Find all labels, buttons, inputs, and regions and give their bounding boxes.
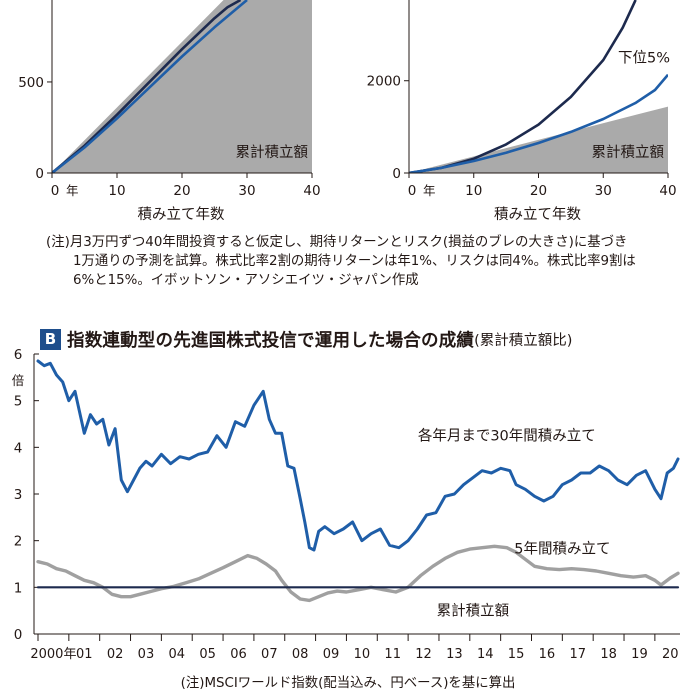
series-label-1: 5年間積み立て bbox=[514, 541, 610, 558]
y-tick-label: 2000 bbox=[367, 74, 401, 90]
y-tick-label: 0 bbox=[392, 166, 401, 182]
panel-b-note: (注)MSCIワールド指数(配当込み、円ベース)を基に算出 bbox=[180, 676, 516, 691]
x-tick-label: 30 bbox=[595, 183, 612, 199]
panel-b-badge: B bbox=[40, 329, 61, 350]
x-tick-label: 20 bbox=[662, 647, 679, 662]
y-unit-label: 倍 bbox=[12, 373, 25, 388]
series-label-0: 各年月まで30年間積み立て bbox=[418, 427, 596, 444]
x-tick-label: 04 bbox=[169, 647, 186, 662]
series-line-1 bbox=[409, 73, 668, 173]
y-tick-label: 0 bbox=[35, 166, 44, 182]
note-a-line-2: 1万通りの予測を試算。株式比率2割の期待リターンは年1%、リスクは同4%。株式比… bbox=[73, 254, 636, 269]
note-a-line-3: 6%と15%。イボットソン・アソシエイツ・ジャパン作成 bbox=[73, 273, 419, 288]
y-tick-label: 0 bbox=[14, 627, 23, 643]
x-tick-label: 10 bbox=[354, 647, 371, 662]
x-tick-label: 40 bbox=[659, 183, 676, 199]
x-tick-label: 20 bbox=[530, 183, 547, 199]
cumulative-area bbox=[409, 106, 668, 173]
area-label: 累計積立額 bbox=[236, 144, 309, 161]
area-label: 累計積立額 bbox=[592, 144, 665, 161]
y-tick-label: 6 bbox=[14, 347, 23, 363]
y-tick-label: 4 bbox=[14, 440, 23, 456]
x-tick-label: 17 bbox=[569, 647, 586, 662]
x-tick-label: 40 bbox=[303, 183, 320, 199]
x-tick-label: 0 bbox=[408, 183, 417, 199]
x-tick-suffix: 年 bbox=[423, 183, 436, 198]
x-tick-label: 05 bbox=[199, 647, 216, 662]
x-tick-label: 01 bbox=[76, 647, 93, 662]
x-tick-label: 18 bbox=[600, 647, 617, 662]
x-tick-label: 10 bbox=[108, 183, 125, 199]
x-tick-label: 14 bbox=[477, 647, 494, 662]
x-tick-label: 0 bbox=[51, 183, 60, 199]
x-tick-label: 07 bbox=[261, 647, 278, 662]
y-tick-label: 1 bbox=[14, 580, 23, 596]
panel-b-subtitle: (累計積立額比) bbox=[474, 333, 573, 349]
x-tick-label: 15 bbox=[508, 647, 525, 662]
note-a-line-1: (注)月3万円ずつ40年間投資すると仮定し、期待リターンとリスク(損益のブレの大… bbox=[46, 235, 628, 250]
x-axis-label: 積み立て年数 bbox=[138, 206, 225, 223]
x-tick-label: 10 bbox=[465, 183, 482, 199]
note-a: (注)月3万円ずつ40年間投資すると仮定し、期待リターンとリスク(損益のブレの大… bbox=[46, 233, 686, 290]
series-line-1 bbox=[36, 544, 680, 603]
x-tick-label: 13 bbox=[446, 647, 463, 662]
series-label-2: 累計積立額 bbox=[437, 602, 510, 619]
x-axis-label: 積み立て年数 bbox=[494, 206, 581, 223]
x-tick-label: 16 bbox=[539, 647, 556, 662]
x-tick-label: 08 bbox=[292, 647, 309, 662]
cumulative-area bbox=[52, 0, 312, 173]
x-tick-label: 03 bbox=[138, 647, 155, 662]
x-tick-label: 02 bbox=[107, 647, 124, 662]
y-tick-label: 3 bbox=[14, 487, 23, 503]
y-tick-label: 5 bbox=[14, 394, 23, 410]
x-tick-label: 19 bbox=[631, 647, 648, 662]
panel-b-title: 指数連動型の先進国株式投信で運用した場合の成績 bbox=[67, 331, 475, 351]
y-tick-label: 500 bbox=[18, 75, 44, 91]
x-tick-label: 12 bbox=[415, 647, 432, 662]
panel-b-header: B 指数連動型の先進国株式投信で運用した場合の成績(累計積立額比) bbox=[40, 327, 572, 351]
x-tick-label: 2000年 bbox=[30, 647, 76, 662]
x-tick-label: 20 bbox=[173, 183, 190, 199]
series-label-1: 下位5% bbox=[618, 50, 670, 67]
series-line-1 bbox=[52, 0, 248, 173]
y-tick-label: 2 bbox=[14, 534, 23, 550]
series-line-0 bbox=[36, 359, 680, 552]
x-tick-label: 30 bbox=[238, 183, 255, 199]
x-tick-label: 11 bbox=[384, 647, 401, 662]
series-line-0 bbox=[52, 0, 242, 173]
x-tick-label: 06 bbox=[230, 647, 247, 662]
x-tick-label: 09 bbox=[323, 647, 340, 662]
x-tick-suffix: 年 bbox=[66, 183, 79, 198]
